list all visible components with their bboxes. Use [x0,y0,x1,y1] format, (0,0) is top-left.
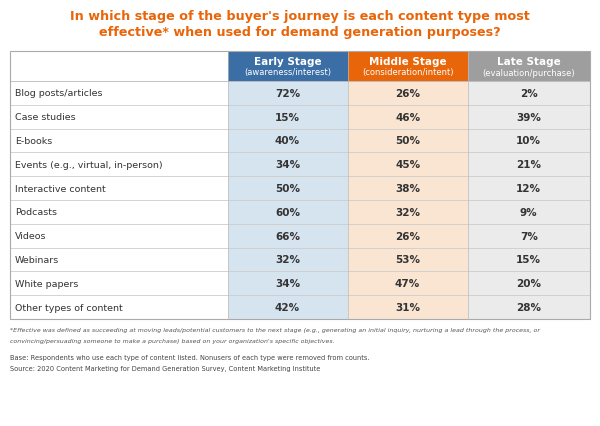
Bar [227,296,347,319]
Bar [467,130,590,153]
Text: (consideration/intent): (consideration/intent) [362,68,454,77]
Bar [347,177,467,201]
Bar [467,153,590,177]
Text: Middle Stage: Middle Stage [369,57,446,67]
Text: Videos: Videos [15,232,47,241]
Bar [347,106,467,130]
Bar [467,201,590,224]
Text: (awareness/interest): (awareness/interest) [244,68,331,77]
Text: Blog posts/articles: Blog posts/articles [15,89,103,98]
Text: 32%: 32% [275,255,300,265]
Text: 15%: 15% [517,255,541,265]
Text: E-books: E-books [15,137,52,146]
Text: 7%: 7% [520,231,538,241]
Bar [347,248,467,272]
Text: 26%: 26% [395,89,420,99]
Bar [227,106,347,130]
Text: Late Stage: Late Stage [497,57,560,67]
Bar [467,177,590,201]
Text: effective* when used for demand generation purposes?: effective* when used for demand generati… [99,26,501,39]
Bar [227,177,347,201]
Bar [227,272,347,296]
Text: 31%: 31% [395,302,420,312]
Bar [347,52,467,82]
Text: Source: 2020 Content Marketing for Demand Generation Survey, Content Marketing I: Source: 2020 Content Marketing for Deman… [10,365,320,371]
Text: 10%: 10% [517,136,541,146]
Bar [467,52,590,82]
Bar [227,130,347,153]
Text: 60%: 60% [275,207,300,217]
Bar [347,130,467,153]
Bar [347,224,467,248]
Text: Interactive content: Interactive content [15,184,106,193]
Bar [467,224,590,248]
Text: Events (e.g., virtual, in-person): Events (e.g., virtual, in-person) [15,161,163,170]
Text: 50%: 50% [275,184,300,194]
Bar [347,296,467,319]
Text: Base: Respondents who use each type of content listed. Nonusers of each type wer: Base: Respondents who use each type of c… [10,354,370,360]
Text: convincing/persuading someone to make a purchase) based on your organization's s: convincing/persuading someone to make a … [10,338,335,343]
Bar [467,248,590,272]
Bar [467,296,590,319]
Text: 53%: 53% [395,255,420,265]
Text: 15%: 15% [275,112,300,122]
Text: 45%: 45% [395,160,420,170]
Text: 12%: 12% [517,184,541,194]
Text: Podcasts: Podcasts [15,208,57,217]
Bar [467,272,590,296]
Bar [347,153,467,177]
Bar [467,106,590,130]
Text: Webinars: Webinars [15,256,59,265]
Bar [467,82,590,106]
Text: 38%: 38% [395,184,420,194]
Bar [227,153,347,177]
Text: 42%: 42% [275,302,300,312]
Text: 21%: 21% [517,160,541,170]
Bar [227,82,347,106]
Text: 2%: 2% [520,89,538,99]
Text: Early Stage: Early Stage [254,57,322,67]
Text: 66%: 66% [275,231,300,241]
Bar [347,82,467,106]
Bar [347,201,467,224]
Text: 34%: 34% [275,160,300,170]
Text: 9%: 9% [520,207,538,217]
Text: White papers: White papers [15,279,79,288]
Text: 26%: 26% [395,231,420,241]
Bar [227,52,347,82]
Text: (evaluation/purchase): (evaluation/purchase) [482,68,575,77]
Text: 20%: 20% [517,279,541,289]
Text: 39%: 39% [517,112,541,122]
Text: In which stage of the buyer's journey is each content type most: In which stage of the buyer's journey is… [70,10,530,23]
Text: *Effective was defined as succeeding at moving leads/potential customers to the : *Effective was defined as succeeding at … [10,327,540,332]
Text: 34%: 34% [275,279,300,289]
Text: 47%: 47% [395,279,420,289]
Bar [227,224,347,248]
Text: Other types of content: Other types of content [15,303,123,312]
Bar [347,272,467,296]
Text: Case studies: Case studies [15,113,76,122]
Text: 28%: 28% [517,302,541,312]
Text: 40%: 40% [275,136,300,146]
Text: 50%: 50% [395,136,420,146]
Text: 72%: 72% [275,89,300,99]
Text: 46%: 46% [395,112,420,122]
Bar [227,248,347,272]
Bar [227,201,347,224]
Bar [10,52,590,319]
Text: 32%: 32% [395,207,420,217]
